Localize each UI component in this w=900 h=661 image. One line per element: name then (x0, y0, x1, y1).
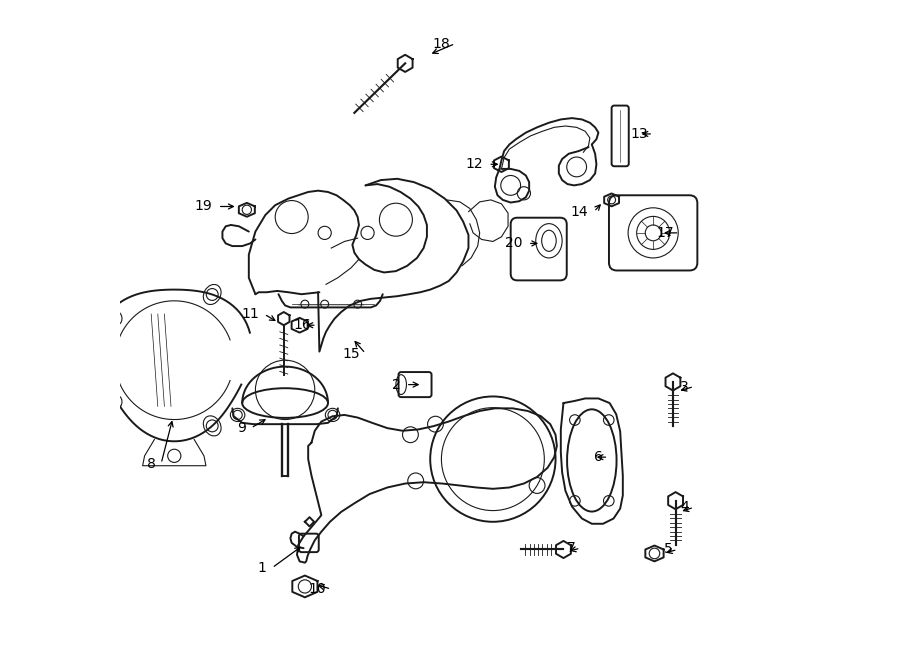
Text: 19: 19 (194, 200, 212, 214)
Text: 14: 14 (571, 205, 589, 219)
Text: 9: 9 (237, 421, 246, 435)
Text: 11: 11 (241, 307, 258, 321)
Text: 2: 2 (392, 377, 400, 391)
Text: 1: 1 (257, 561, 266, 575)
Text: 10: 10 (309, 582, 326, 596)
Text: 5: 5 (663, 543, 672, 557)
Text: 17: 17 (657, 226, 674, 240)
Text: 15: 15 (343, 346, 360, 361)
Text: 12: 12 (465, 157, 483, 171)
Text: 13: 13 (630, 127, 648, 141)
Text: 20: 20 (505, 237, 523, 251)
Text: 8: 8 (147, 457, 156, 471)
Text: 3: 3 (680, 379, 688, 393)
Text: 6: 6 (594, 450, 603, 464)
Text: 4: 4 (680, 500, 688, 514)
Text: 7: 7 (567, 541, 575, 555)
Text: 18: 18 (432, 36, 450, 51)
Text: 16: 16 (293, 318, 311, 332)
